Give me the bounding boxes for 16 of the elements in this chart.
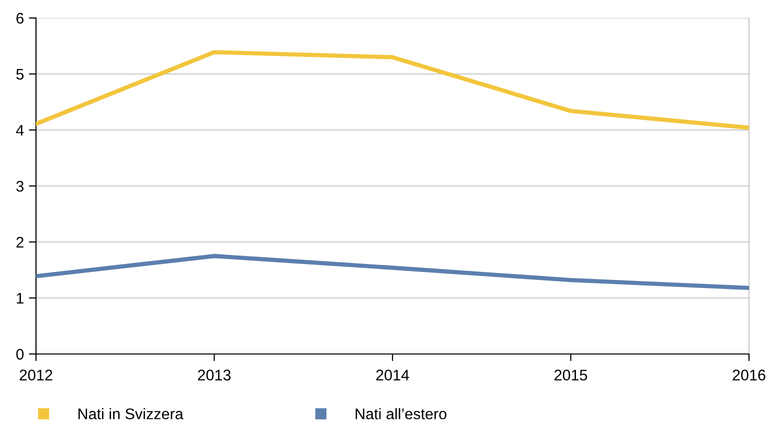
x-tick-label: 2012 [20, 370, 52, 380]
y-tick-label: 2 [16, 236, 24, 248]
y-tick-label: 0 [16, 348, 24, 360]
x-tick-label: 2014 [376, 370, 410, 380]
line-series [36, 50, 749, 130]
y-tick-label: 3 [16, 180, 24, 192]
legend-label: Nati all’estero [356, 408, 446, 420]
x-tick-label: 2016 [732, 370, 766, 380]
x-tick-label: 2013 [198, 370, 231, 380]
y-tick-label: 5 [16, 69, 24, 80]
y-tick-label: 6 [16, 12, 24, 24]
y-tick-label: 1 [16, 293, 24, 304]
y-tick-label: 4 [16, 125, 24, 136]
legend-label: Nati in Svizzera [78, 408, 184, 420]
line-series [36, 254, 749, 290]
x-tick-label: 2015 [554, 370, 588, 380]
